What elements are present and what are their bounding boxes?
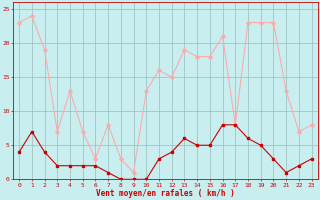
X-axis label: Vent moyen/en rafales ( km/h ): Vent moyen/en rafales ( km/h ) [96,189,235,198]
